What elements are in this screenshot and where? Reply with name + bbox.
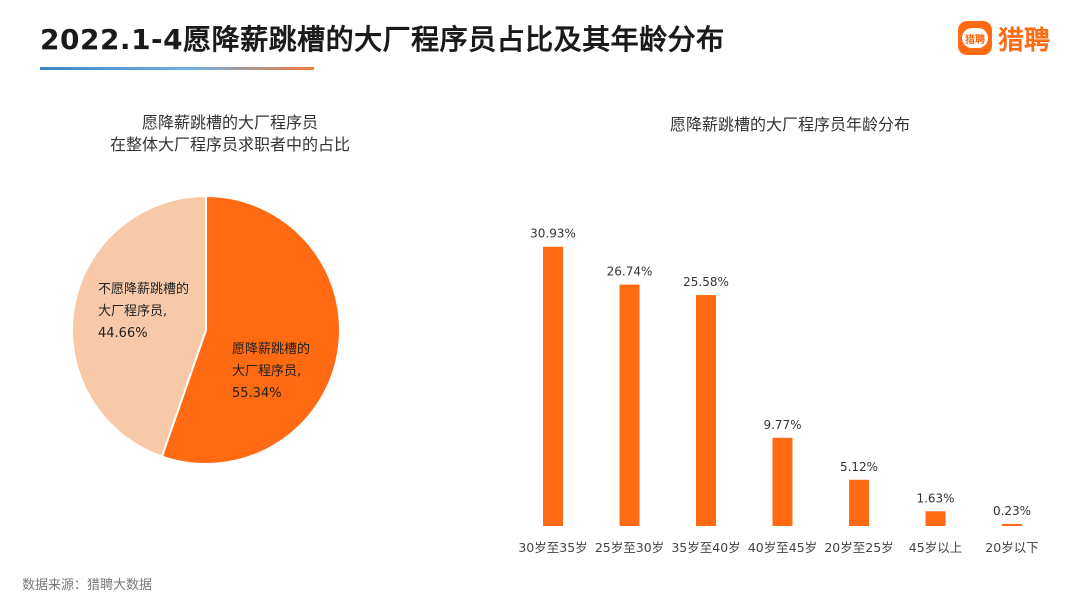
- title-underline: [40, 67, 314, 70]
- bar-chart-title: 愿降薪跳槽的大厂程序员年龄分布: [669, 115, 910, 134]
- bar-chart: 30.93% 30岁至35岁 26.74% 25岁至30岁 25.58% 35岁至40岁 9…: [518, 227, 1038, 555]
- bar-value-label: 25.58%: [683, 275, 729, 289]
- bar-category-label: 35岁至40岁: [671, 540, 740, 555]
- pie-slice-label: 不愿降薪跳槽的: [98, 281, 189, 297]
- bar-value-label: 1.63%: [916, 491, 954, 505]
- bar: [925, 511, 946, 526]
- bar: [543, 246, 563, 526]
- liepin-logo-icon: 猎聘: [958, 21, 992, 55]
- bar: [696, 295, 716, 526]
- pie-slice-value-label: 55.34%: [232, 386, 282, 401]
- pie-title-line-2: 在整体大厂程序员求职者中的占比: [109, 135, 350, 154]
- bar: [772, 437, 793, 526]
- bar-value-label: 5.12%: [840, 460, 878, 474]
- bar-category-label: 20岁以下: [985, 540, 1038, 555]
- pie-slice: [71, 194, 207, 458]
- data-source-note: 数据来源：猎聘大数据: [22, 578, 153, 593]
- bar-value-label: 0.23%: [993, 504, 1031, 518]
- bar-category-label: 40岁至45岁: [748, 540, 817, 555]
- bar-value-label: 26.74%: [607, 265, 653, 279]
- logo-bubble-text: 猎聘: [962, 28, 988, 48]
- bar-value-label: 30.93%: [530, 227, 576, 241]
- liepin-logo: 猎聘 猎聘: [958, 20, 1050, 56]
- bar: [849, 479, 869, 526]
- page-title: 2022.1-4愿降薪跳槽的大厂程序员占比及其年龄分布: [40, 23, 725, 56]
- pie-slice-value-label: 44.66%: [98, 326, 148, 341]
- pie-chart-title: 愿降薪跳槽的大厂程序员 在整体大厂程序员求职者中的占比: [40, 112, 420, 156]
- bar-category-label: 25岁至30岁: [595, 540, 664, 555]
- pie-title-line-1: 愿降薪跳槽的大厂程序员: [141, 113, 318, 132]
- bar-value-label: 9.77%: [763, 418, 801, 432]
- bar-category-label: 20岁至25岁: [824, 540, 893, 555]
- bar: [1002, 523, 1022, 526]
- bar: [619, 284, 640, 526]
- pie-slice-label: 大厂程序员,: [232, 364, 301, 379]
- bar-category-label: 30岁至35岁: [518, 540, 587, 555]
- pie-slice-label: 大厂程序员,: [98, 304, 167, 319]
- logo-text: 猎聘: [998, 25, 1051, 56]
- pie-slice-label: 愿降薪跳槽的: [232, 341, 310, 357]
- bar-category-label: 45岁以上: [909, 540, 962, 555]
